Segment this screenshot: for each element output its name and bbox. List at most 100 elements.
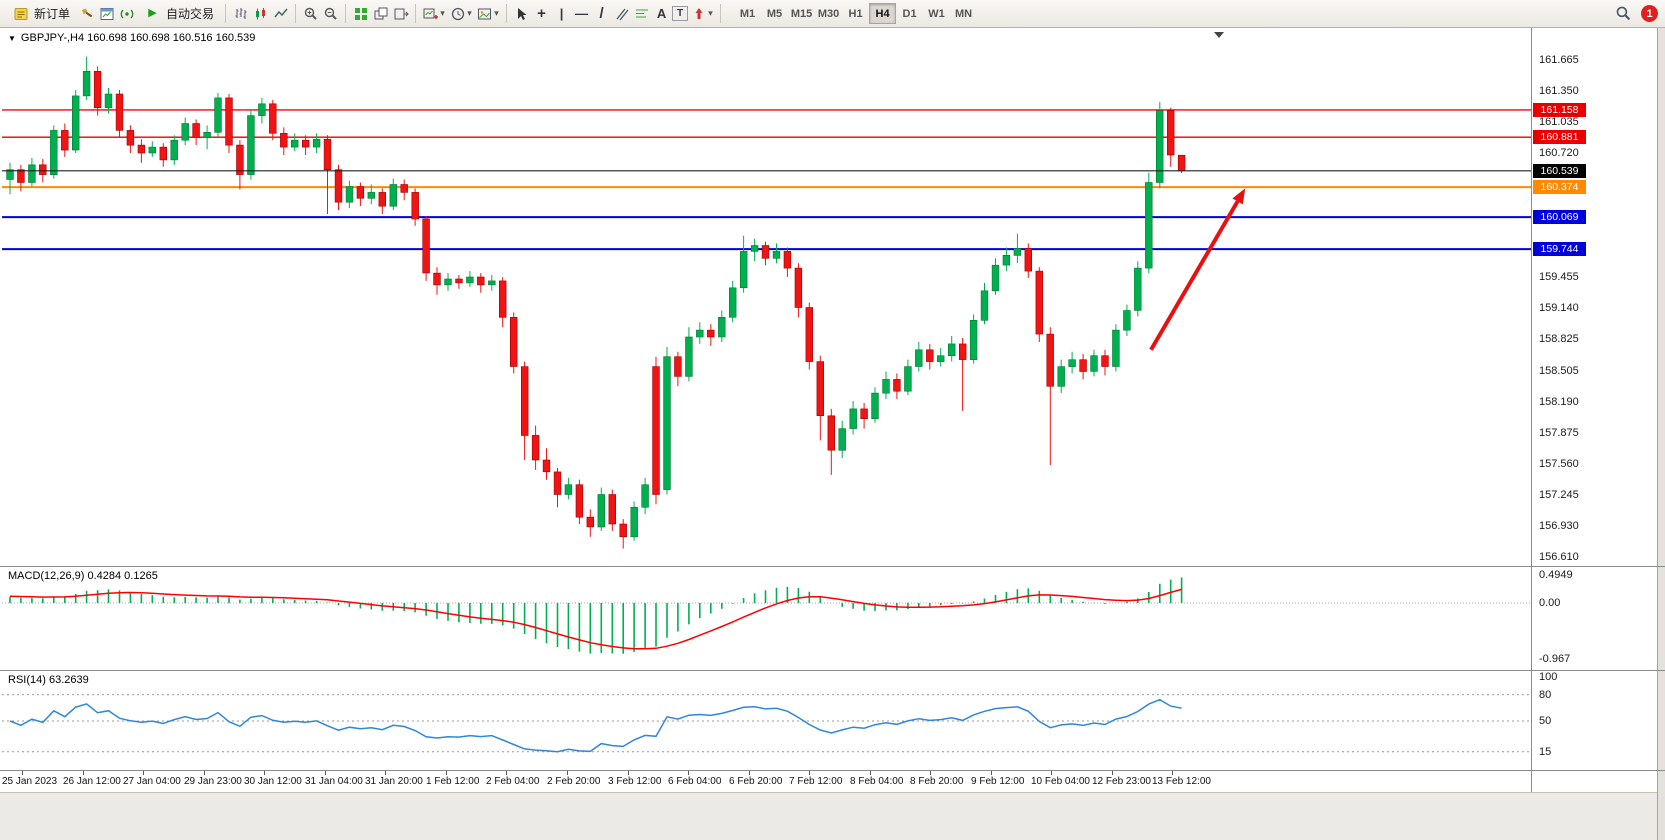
price-line-badge: 160.539	[1533, 164, 1586, 178]
rsi-axis-label: 50	[1539, 715, 1552, 727]
rsi-splitter[interactable]	[0, 670, 1665, 671]
zoom-in-icon[interactable]	[301, 4, 320, 23]
trendline-tool-icon[interactable]: /	[599, 5, 604, 22]
price-axis-label: 158.190	[1539, 396, 1579, 408]
time-axis-label: 3 Feb 12:00	[608, 776, 662, 787]
trend-arrow-annotation[interactable]	[1149, 200, 1240, 351]
new-order-button[interactable]: 新订单	[5, 2, 76, 25]
timeframe-w1-button[interactable]: W1	[928, 7, 945, 20]
macd-axis-label: 0.00	[1539, 597, 1561, 609]
chart-shift-toggle-icon[interactable]	[391, 4, 410, 23]
rsi-axis-label: 100	[1539, 671, 1558, 683]
time-tick	[446, 771, 447, 775]
arrow-head-icon	[1232, 188, 1246, 205]
new-chart-menu-button[interactable]: ▾	[421, 4, 447, 23]
candlestick-chart-icon[interactable]	[251, 4, 270, 23]
chart-shift-marker-icon[interactable]	[1214, 32, 1224, 38]
dropdown-arrow-icon: ▾	[440, 8, 445, 18]
auto-trading-label: 自动交易	[166, 7, 215, 21]
time-axis-label: 1 Feb 12:00	[426, 776, 480, 787]
chart-title-bar: ▼ GBPJPY-,H4 160.698 160.698 160.516 160…	[8, 32, 255, 44]
line-chart-icon[interactable]	[271, 4, 290, 23]
price-axis-label: 160.720	[1539, 147, 1579, 159]
toolbar-separator	[720, 4, 722, 23]
price-axis-label: 159.140	[1539, 302, 1579, 314]
equidistant-channel-tool-icon[interactable]	[612, 4, 631, 23]
time-tick	[264, 771, 265, 775]
timeframe-h4-button[interactable]: H4	[869, 3, 897, 24]
price-axis-label: 156.930	[1539, 520, 1579, 532]
time-axis[interactable]: 25 Jan 2023 26 Jan 12:00 27 Jan 04:00 29 Ja…	[0, 770, 1657, 792]
timeframe-m5-button[interactable]: M5	[766, 7, 783, 20]
price-line-badge: 160.881	[1533, 130, 1586, 144]
price-axis-label: 157.560	[1539, 458, 1579, 470]
time-tick	[809, 771, 810, 775]
price-axis-label: 161.350	[1539, 85, 1579, 97]
arrows-menu-button[interactable]: ▾	[689, 4, 715, 23]
main-toolbar: 新订单 ▶ 自动交易 ▾	[0, 0, 1665, 28]
macd-splitter[interactable]	[0, 566, 1665, 567]
macd-axis-label: 0.4949	[1539, 569, 1573, 581]
timeframe-m1-button[interactable]: M1	[739, 7, 756, 20]
timeframe-d1-button[interactable]: D1	[902, 7, 917, 20]
periods-menu-button[interactable]: ▾	[448, 4, 474, 23]
price-axis-label: 157.245	[1539, 489, 1579, 501]
new-order-icon	[11, 4, 30, 23]
auto-arrange-icon[interactable]	[371, 4, 390, 23]
search-icon[interactable]	[1614, 4, 1633, 23]
rsi-axis-label: 80	[1539, 689, 1552, 701]
timeframe-h1-button[interactable]: H1	[848, 7, 863, 20]
vertical-line-tool-icon[interactable]: |	[559, 6, 564, 21]
dropdown-arrow-icon: ▾	[467, 8, 472, 18]
crosshair-icon[interactable]: +	[537, 5, 546, 22]
templates-menu-button[interactable]: ▾	[475, 4, 501, 23]
time-axis-label: 31 Jan 20:00	[365, 776, 423, 787]
hammer-icon[interactable]	[77, 4, 96, 23]
timeframe-m30-button[interactable]: M30	[817, 7, 840, 20]
price-axis-label: 159.455	[1539, 271, 1579, 283]
broadcast-icon[interactable]	[117, 4, 136, 23]
new-order-label: 新订单	[34, 7, 71, 21]
time-axis-label: 25 Jan 2023	[2, 776, 58, 787]
macd-indicator-label: MACD(12,26,9) 0.4284 0.1265	[8, 570, 158, 582]
rsi-axis-label: 15	[1539, 746, 1552, 758]
text-label-tool-icon[interactable]: T	[672, 6, 689, 21]
time-tick	[506, 771, 507, 775]
toolbar-separator	[295, 4, 297, 23]
rsi-panel-canvas[interactable]	[2, 671, 1532, 770]
tile-windows-icon[interactable]	[351, 4, 370, 23]
time-tick	[1051, 771, 1052, 775]
price-axis-label: 158.505	[1539, 365, 1579, 377]
zoom-out-icon[interactable]	[321, 4, 340, 23]
cursor-icon[interactable]	[512, 4, 531, 23]
horizontal-line-tool-icon[interactable]: —	[575, 6, 589, 21]
time-axis-label: 7 Feb 12:00	[789, 776, 843, 787]
time-axis-label: 13 Feb 12:00	[1152, 776, 1211, 787]
time-tick	[749, 771, 750, 775]
timeframe-mn-button[interactable]: MN	[954, 7, 973, 20]
chart-window-icon[interactable]	[97, 4, 116, 23]
toolbar-separator	[345, 4, 347, 23]
price-axis-label: 157.875	[1539, 427, 1579, 439]
notification-badge[interactable]: 1	[1641, 5, 1658, 22]
main-chart-canvas[interactable]	[2, 28, 1532, 566]
text-tool-icon[interactable]: A	[656, 6, 667, 21]
chart-window: ▼ GBPJPY-,H4 160.698 160.698 160.516 160…	[0, 28, 1665, 840]
auto-trading-button[interactable]: ▶ 自动交易	[137, 2, 220, 25]
collapse-icon[interactable]: ▼	[8, 33, 16, 43]
time-axis-label: 29 Jan 23:00	[184, 776, 242, 787]
symbol-ohlc-title: GBPJPY-,H4 160.698 160.698 160.516 160.5…	[20, 32, 256, 44]
price-line-badge: 161.158	[1533, 103, 1586, 117]
time-axis-label: 6 Feb 04:00	[668, 776, 722, 787]
time-tick	[991, 771, 992, 775]
bar-chart-icon[interactable]	[231, 4, 250, 23]
timeframe-m15-button[interactable]: M15	[790, 7, 813, 20]
price-axis-label: 161.665	[1539, 54, 1579, 66]
fibonacci-tool-icon[interactable]	[632, 4, 651, 23]
macd-panel-canvas[interactable]	[2, 567, 1532, 670]
price-line-badge: 160.069	[1533, 210, 1586, 224]
time-axis-label: 30 Jan 12:00	[244, 776, 302, 787]
price-axis[interactable]: 161.665 161.350 161.035 160.720 159.455 159.1…	[1533, 28, 1657, 792]
bottom-margin	[0, 792, 1657, 840]
price-line-badge: 159.744	[1533, 242, 1586, 256]
